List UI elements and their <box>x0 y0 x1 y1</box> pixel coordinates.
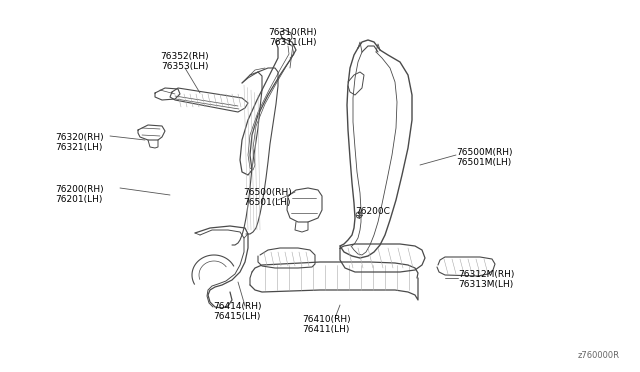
Text: z760000R: z760000R <box>578 351 620 360</box>
Text: 76310(RH)
76311(LH): 76310(RH) 76311(LH) <box>269 28 317 47</box>
Text: 76500(RH)
76501(LH): 76500(RH) 76501(LH) <box>243 188 292 208</box>
Text: 76352(RH)
76353(LH): 76352(RH) 76353(LH) <box>161 52 209 71</box>
Text: 76312M(RH)
76313M(LH): 76312M(RH) 76313M(LH) <box>458 270 515 289</box>
Text: 76414(RH)
76415(LH): 76414(RH) 76415(LH) <box>213 302 262 321</box>
Text: 76410(RH)
76411(LH): 76410(RH) 76411(LH) <box>302 315 351 334</box>
Text: 76200(RH)
76201(LH): 76200(RH) 76201(LH) <box>55 185 104 204</box>
Text: 76500M(RH)
76501M(LH): 76500M(RH) 76501M(LH) <box>456 148 513 167</box>
Text: 76200C: 76200C <box>355 207 390 216</box>
Text: 76320(RH)
76321(LH): 76320(RH) 76321(LH) <box>55 133 104 153</box>
